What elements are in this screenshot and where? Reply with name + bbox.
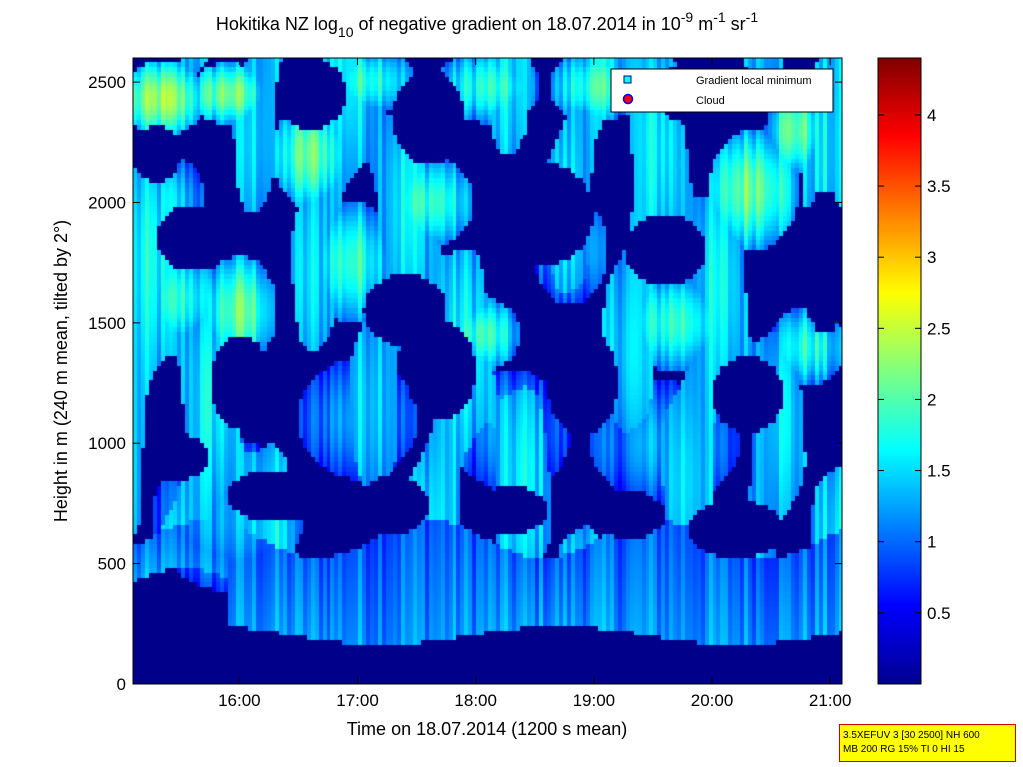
- colorbar-tick-label: 3: [927, 248, 936, 267]
- x-axis: 16:00 17:00 18:00 19:00 20:00 21:00: [218, 58, 851, 710]
- y-tick-label: 2000: [88, 193, 126, 212]
- x-tick-label: 18:00: [454, 691, 497, 710]
- chart-title: Hokitika NZ log10 of negative gradient o…: [216, 9, 758, 40]
- x-tick-label: 17:00: [336, 691, 379, 710]
- legend: Gradient local minimum Cloud: [610, 68, 834, 113]
- info-box: 3.5XEFUV 3 [30 2500] NH 600 MB 200 RG 15…: [839, 724, 1016, 762]
- legend-box: [610, 68, 834, 113]
- colorbar-tick-label: 2.5: [927, 319, 951, 338]
- colorbar-tick-label: 1: [927, 533, 936, 552]
- y-tick-label: 1000: [88, 434, 126, 453]
- x-tick-label: 21:00: [809, 691, 852, 710]
- colorbar-tick-label: 1.5: [927, 462, 951, 481]
- legend-entry-gradient-minimum: Gradient local minimum: [696, 75, 812, 87]
- heatmap-canvas: [133, 58, 842, 684]
- colorbar-gradient: [877, 57, 922, 685]
- plot-frame: [132, 57, 843, 685]
- legend-square-marker-icon: [623, 75, 632, 84]
- y-tick-label: 0: [117, 675, 126, 694]
- colorbar: 0.5 1 1.5 2 2.5 3 3.5 4: [877, 57, 951, 685]
- info-line-2: MB 200 RG 15% TI 0 HI 15: [843, 744, 965, 755]
- info-line-1: 3.5XEFUV 3 [30 2500] NH 600: [843, 730, 980, 741]
- colorbar-tick-label: 2: [927, 390, 936, 409]
- plot-area: 16:00 17:00 18:00 19:00 20:00 21:00 0 500 1000 1…: [88, 57, 851, 710]
- y-tick-label: 1500: [88, 314, 126, 333]
- colorbar-ticks: 0.5 1 1.5 2 2.5 3 3.5 4: [878, 106, 951, 623]
- colorbar-tick-label: 3.5: [927, 177, 951, 196]
- x-axis-label: Time on 18.07.2014 (1200 s mean): [347, 719, 628, 739]
- x-tick-label: 20:00: [691, 691, 734, 710]
- x-tick-label: 19:00: [573, 691, 616, 710]
- colorbar-tick-label: 0.5: [927, 604, 951, 623]
- y-tick-label: 2500: [88, 73, 126, 92]
- y-axis: 0 500 1000 1500 2000 2500: [88, 73, 842, 694]
- y-tick-label: 500: [98, 555, 126, 574]
- legend-circle-marker-icon: [622, 93, 634, 105]
- legend-entry-cloud: Cloud: [696, 95, 725, 107]
- y-axis-label: Height in m (240 m mean, tilted by 2°): [51, 220, 71, 522]
- colorbar-tick-label: 4: [927, 106, 936, 125]
- x-tick-label: 16:00: [218, 691, 261, 710]
